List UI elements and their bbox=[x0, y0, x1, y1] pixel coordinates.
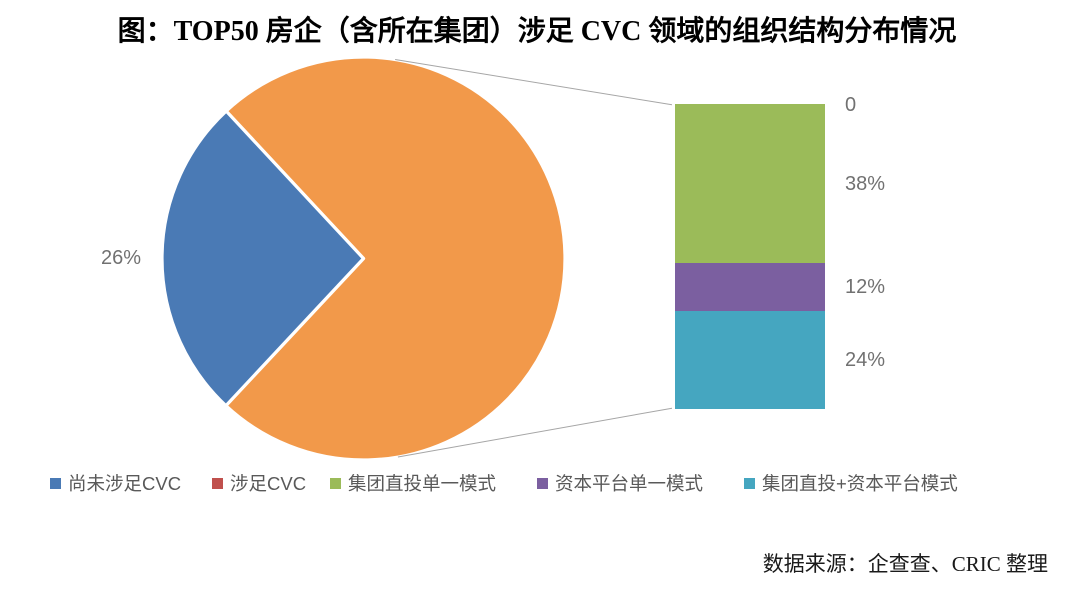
svg-text:24%: 24% bbox=[845, 349, 885, 371]
svg-text:0: 0 bbox=[845, 94, 856, 116]
svg-text:12%: 12% bbox=[845, 276, 885, 298]
svg-text:26%: 26% bbox=[101, 247, 141, 269]
svg-text:38%: 38% bbox=[845, 173, 885, 195]
